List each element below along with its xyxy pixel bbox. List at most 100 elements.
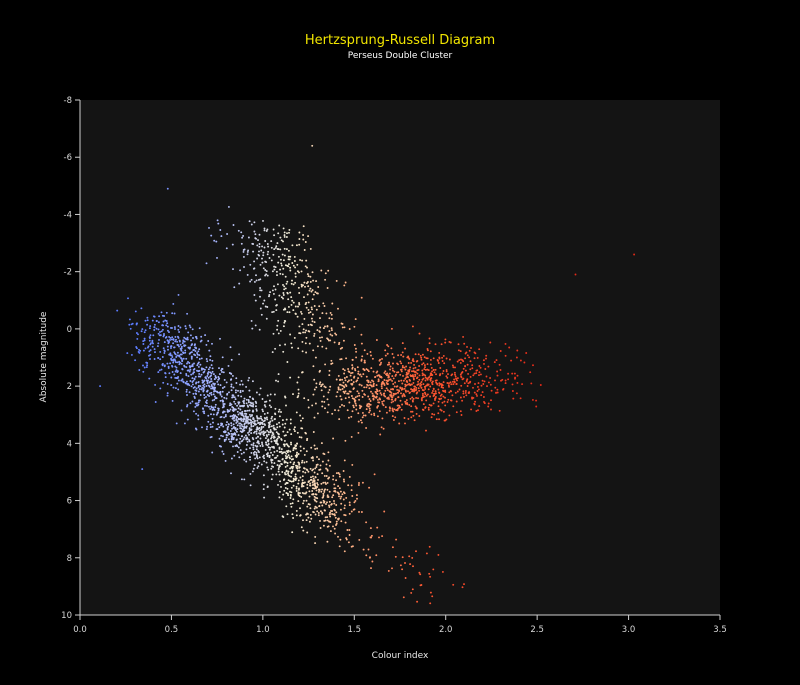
data-point: [203, 370, 206, 373]
data-point: [310, 306, 313, 309]
data-point: [287, 265, 290, 268]
data-point: [370, 534, 373, 537]
data-point: [312, 365, 315, 368]
data-point: [202, 380, 205, 383]
data-point: [438, 391, 440, 394]
data-point: [322, 495, 325, 498]
data-point: [165, 320, 168, 322]
data-point: [273, 428, 276, 431]
data-point: [232, 396, 235, 398]
data-point: [319, 369, 321, 372]
data-point: [428, 403, 431, 406]
data-point: [239, 422, 242, 425]
data-point: [313, 471, 316, 474]
data-point: [410, 405, 413, 408]
data-point: [136, 337, 139, 340]
data-point: [339, 388, 342, 391]
data-point: [282, 227, 285, 230]
data-point: [278, 490, 281, 493]
data-point: [327, 269, 330, 272]
data-point: [172, 342, 175, 345]
data-point: [246, 250, 249, 253]
data-point: [445, 357, 448, 360]
data-point: [392, 388, 395, 391]
data-point: [395, 538, 398, 541]
data-point: [437, 388, 440, 391]
data-point: [309, 275, 312, 278]
data-point: [142, 349, 145, 352]
data-point: [309, 482, 312, 485]
data-point: [294, 477, 297, 480]
data-point: [226, 410, 229, 413]
data-point: [261, 445, 264, 447]
data-point: [284, 275, 287, 278]
data-point: [504, 354, 507, 357]
data-point: [298, 325, 301, 328]
data-point: [298, 332, 301, 335]
data-point: [201, 386, 204, 389]
data-point: [366, 403, 369, 406]
data-point: [364, 361, 366, 364]
data-point: [342, 470, 345, 472]
data-point: [240, 231, 243, 234]
data-point: [173, 358, 176, 361]
data-point: [323, 453, 326, 456]
data-point: [208, 366, 211, 369]
data-point: [414, 370, 416, 373]
data-point: [379, 433, 382, 436]
data-point: [274, 407, 277, 410]
data-point: [197, 386, 200, 389]
data-point: [407, 370, 410, 372]
data-point: [162, 347, 165, 350]
data-point: [435, 381, 438, 384]
data-point: [337, 535, 339, 538]
data-point: [258, 250, 260, 253]
data-point: [367, 381, 370, 384]
data-point: [316, 456, 318, 458]
data-point: [414, 353, 417, 356]
data-point: [380, 361, 383, 364]
data-point: [340, 502, 343, 505]
data-point: [168, 353, 171, 356]
data-point: [376, 390, 379, 393]
data-point: [276, 283, 279, 286]
data-point: [261, 431, 263, 434]
data-point: [204, 376, 207, 379]
data-point: [411, 396, 414, 399]
data-point: [410, 410, 412, 413]
data-point: [271, 465, 274, 468]
data-point: [238, 456, 241, 459]
data-point: [238, 282, 241, 285]
data-point: [307, 301, 310, 304]
data-point: [252, 446, 255, 449]
data-point: [422, 362, 425, 365]
data-point: [296, 381, 299, 384]
data-point: [312, 459, 315, 462]
data-point: [468, 349, 471, 352]
data-point: [366, 379, 369, 382]
data-point: [472, 396, 475, 399]
data-point: [397, 363, 399, 366]
data-point: [412, 377, 415, 380]
data-point: [237, 394, 240, 397]
data-point: [444, 341, 447, 344]
data-point: [261, 245, 264, 248]
data-point: [315, 382, 318, 385]
data-point: [275, 245, 278, 248]
data-point: [236, 445, 239, 448]
data-point: [359, 373, 362, 376]
data-point: [288, 428, 291, 431]
data-point: [176, 343, 179, 346]
data-point: [463, 583, 465, 586]
data-point: [297, 500, 300, 503]
data-point: [289, 467, 292, 470]
data-point: [360, 384, 363, 387]
data-point: [423, 391, 426, 394]
data-point: [184, 349, 187, 352]
data-point: [295, 444, 298, 447]
data-point: [290, 282, 293, 285]
data-point: [148, 350, 151, 353]
data-point: [375, 388, 378, 391]
data-point: [297, 479, 300, 482]
